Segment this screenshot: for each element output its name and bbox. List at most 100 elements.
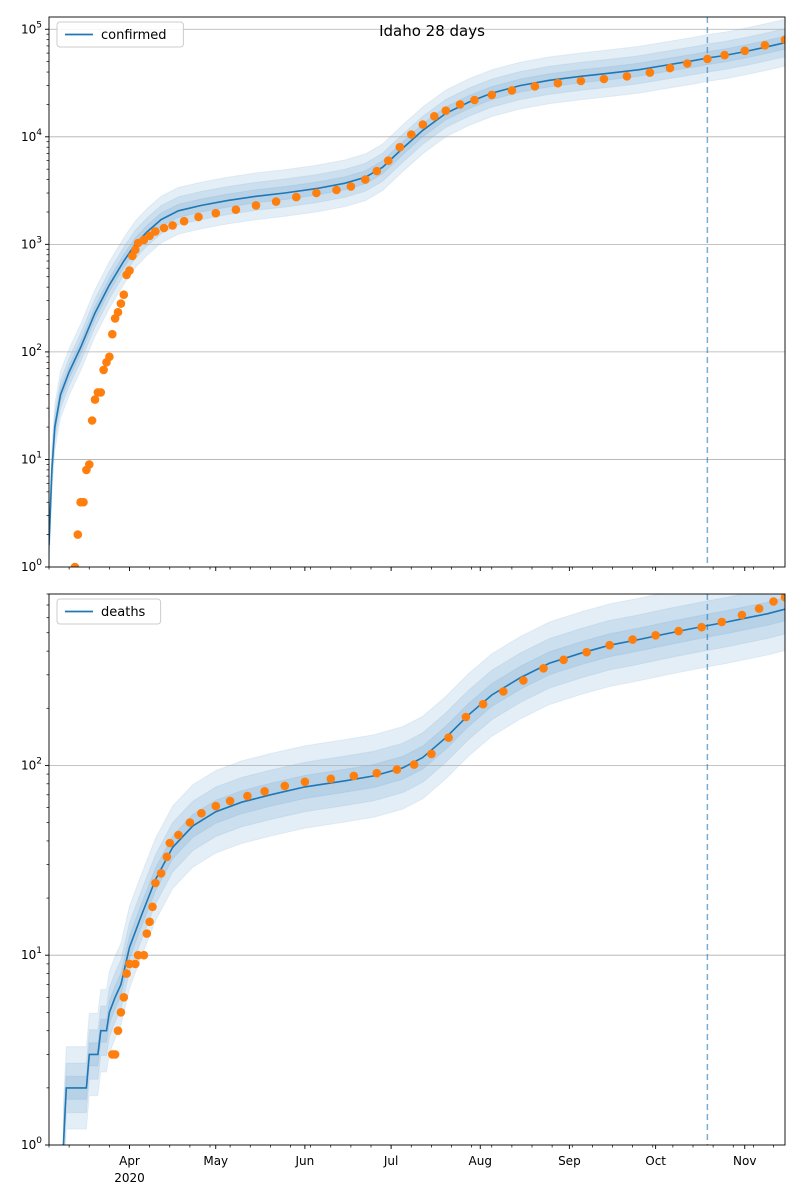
deaths-observed-points	[108, 594, 785, 1059]
confirmed-model-line	[49, 41, 785, 546]
observed-point	[116, 299, 126, 308]
observed-point	[576, 76, 586, 86]
uncertainty-band	[49, 18, 785, 567]
x-tick-label: Jun	[295, 1154, 315, 1168]
observed-point	[73, 530, 83, 539]
observed-point	[444, 733, 453, 742]
observed-point	[79, 497, 88, 507]
observed-point	[507, 86, 517, 95]
observed-point	[674, 626, 683, 636]
x-tick-label: Sep	[558, 1154, 581, 1168]
confirmed-uncertainty-bands	[49, 18, 785, 567]
observed-point	[441, 106, 451, 115]
observed-point	[243, 791, 252, 801]
y-tick-label: 105	[21, 20, 42, 36]
observed-point	[131, 245, 140, 255]
observed-point	[478, 699, 488, 709]
observed-point	[185, 818, 195, 827]
observed-point	[108, 329, 117, 339]
observed-point	[174, 830, 183, 840]
observed-point	[720, 50, 729, 60]
observed-point	[211, 801, 221, 811]
observed-point	[131, 959, 140, 969]
deaths-panel: 100 101 102 Apr 2020 May Jun Jul Aug Sep Oct Nov d…	[21, 593, 786, 1185]
deaths-legend-label: deaths	[101, 605, 146, 620]
observed-point	[151, 227, 160, 236]
observed-point	[349, 771, 359, 781]
confirmed-y-grid	[49, 28, 785, 460]
observed-point	[346, 182, 356, 191]
deaths-y-axis: 100 101 102	[21, 593, 49, 1152]
observed-point	[409, 760, 419, 769]
observed-point	[179, 216, 189, 226]
observed-point	[211, 208, 221, 218]
observed-point	[280, 781, 290, 791]
observed-point	[326, 774, 336, 784]
observed-point	[703, 54, 712, 64]
observed-point	[122, 969, 131, 978]
observed-point	[231, 205, 241, 214]
confirmed-observed-points	[70, 35, 785, 567]
observed-point	[225, 796, 235, 806]
observed-point	[470, 95, 479, 105]
observed-point	[96, 388, 106, 397]
observed-point	[407, 130, 416, 139]
observed-point	[119, 993, 129, 1002]
observed-point	[119, 290, 129, 300]
y-tick-label: 101	[21, 946, 42, 962]
observed-point	[780, 35, 785, 44]
observed-point	[499, 687, 508, 696]
observed-point	[165, 838, 175, 848]
observed-point	[737, 610, 747, 620]
observed-point	[260, 787, 269, 796]
observed-point	[665, 63, 675, 73]
observed-point	[332, 185, 341, 195]
uncertainty-band	[62, 594, 785, 1145]
x-tick-label: May	[203, 1154, 228, 1168]
observed-point	[162, 852, 172, 862]
observed-point	[628, 635, 637, 644]
observed-point	[760, 41, 770, 50]
x-tick-year-label: 2020	[114, 1171, 145, 1185]
observed-point	[372, 166, 382, 176]
observed-point	[292, 192, 301, 202]
observed-point	[300, 777, 310, 787]
observed-point	[559, 655, 568, 665]
deaths-uncertainty-bands	[62, 594, 785, 1145]
observed-point	[461, 712, 471, 722]
x-tick-label: Nov	[733, 1154, 756, 1168]
y-tick-label: 102	[21, 756, 42, 772]
observed-point	[519, 676, 528, 685]
observed-point	[361, 175, 370, 184]
observed-point	[70, 562, 80, 567]
observed-point	[769, 597, 778, 606]
observed-point	[139, 950, 149, 960]
observed-point	[251, 201, 261, 210]
observed-point	[125, 266, 134, 275]
observed-point	[645, 68, 655, 77]
y-tick-label: 103	[21, 235, 42, 251]
observed-point	[599, 74, 609, 84]
observed-point	[113, 1026, 123, 1035]
uncertainty-band	[62, 594, 785, 1145]
y-tick-label: 100	[21, 1136, 42, 1152]
observed-point	[145, 917, 154, 927]
confirmed-legend-box	[56, 21, 184, 48]
observed-point	[418, 120, 428, 129]
deaths-model-line	[62, 608, 785, 1145]
observed-point	[271, 197, 281, 206]
uncertainty-band	[49, 28, 785, 560]
confirmed-legend: confirmed	[56, 21, 184, 48]
observed-point	[194, 212, 203, 222]
chart-title: Idaho 28 days	[379, 22, 485, 40]
observed-point	[105, 352, 114, 362]
observed-point	[430, 112, 439, 121]
confirmed-y-axis: 100 101 102 103 104 105	[21, 20, 49, 574]
observed-point	[392, 765, 402, 774]
uncertainty-band	[49, 35, 785, 552]
deaths-legend-box	[56, 598, 162, 625]
confirmed-x-axis	[48, 567, 774, 571]
deaths-legend: deaths	[56, 598, 162, 625]
observed-point	[156, 869, 166, 878]
observed-point	[455, 100, 465, 109]
